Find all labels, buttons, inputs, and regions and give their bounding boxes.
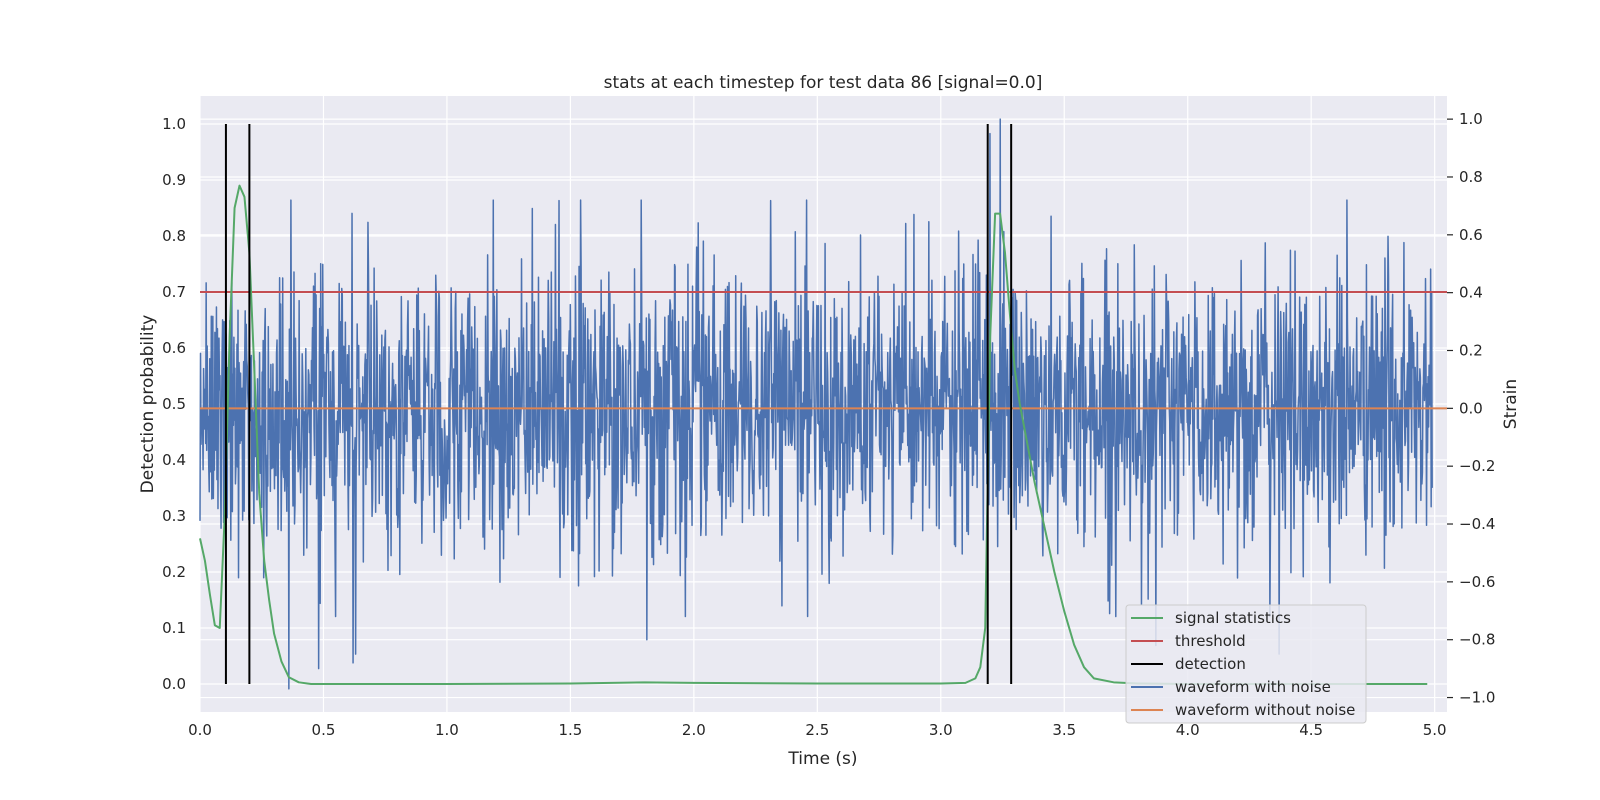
series-line-waveform-with-noise	[199, 118, 1433, 690]
y-tick-label: 0.1	[162, 619, 186, 637]
y-tick-label: 0.2	[162, 563, 186, 581]
x-tick-label: 1.0	[435, 721, 459, 739]
y2-tick-label: 0.0	[1459, 399, 1483, 417]
y-tick-label: 0.8	[162, 227, 186, 245]
y-tick-label: 0.7	[162, 283, 186, 301]
legend-label-threshold: threshold	[1175, 632, 1246, 650]
legend-label-waveform-without-noise: waveform without noise	[1175, 701, 1355, 719]
y-axis-label: Detection probability	[138, 315, 158, 494]
y2-tick-label: −0.6	[1459, 573, 1495, 591]
x-tick-label: 4.0	[1176, 721, 1200, 739]
legend-label-waveform-with-noise: waveform with noise	[1175, 678, 1331, 696]
y-tick-label: 0.3	[162, 507, 186, 525]
y2-tick-label: −0.2	[1459, 457, 1495, 475]
x-tick-label: 3.5	[1052, 721, 1076, 739]
x-tick-label: 4.5	[1299, 721, 1323, 739]
series-layer	[199, 118, 1447, 690]
x-axis-ticks: 0.0 0.5 1.0 1.5 2.0 2.5 3.0 3.5 4.0 4.5 5.0	[188, 721, 1447, 739]
y2-tick-label: 0.2	[1459, 341, 1483, 359]
series-line-signal-statistics	[199, 184, 1428, 685]
y-axis-ticks: 0.0 0.1 0.2 0.3 0.4 0.5 0.6 0.7 0.8 0.9 1.0	[162, 115, 186, 693]
chart-title: stats at each timestep for test data 86 …	[604, 73, 1043, 93]
y-tick-label: 1.0	[162, 115, 186, 133]
legend-label-signal-statistics: signal statistics	[1175, 609, 1291, 627]
x-tick-label: 0.5	[312, 721, 336, 739]
x-tick-label: 0.0	[188, 721, 212, 739]
x-tick-label: 2.5	[805, 721, 829, 739]
x-tick-label: 3.0	[929, 721, 953, 739]
x-tick-label: 5.0	[1423, 721, 1447, 739]
y-tick-label: 0.5	[162, 395, 186, 413]
y-tick-label: 0.6	[162, 339, 186, 357]
legend-label-detection: detection	[1175, 655, 1246, 673]
y2-tick-label: −0.8	[1459, 631, 1495, 649]
y2-tick-label: 0.8	[1459, 168, 1483, 186]
x-tick-label: 1.5	[558, 721, 582, 739]
y-tick-label: 0.9	[162, 171, 186, 189]
y2-axis-ticks: −1.0 −0.8 −0.6 −0.4 −0.2 0.0 0.2 0.4 0.6 0.8 1.0	[1447, 110, 1495, 707]
y-tick-label: 0.0	[162, 675, 186, 693]
y2-tick-label: −0.4	[1459, 515, 1495, 533]
legend: signal statistics threshold detection wa…	[1125, 604, 1367, 724]
y2-axis-label: Strain	[1501, 379, 1521, 429]
y2-tick-label: 0.6	[1459, 226, 1483, 244]
y2-tick-label: 1.0	[1459, 110, 1483, 128]
x-axis-label: Time (s)	[787, 749, 857, 769]
y2-tick-label: 0.4	[1459, 284, 1483, 302]
x-tick-label: 2.0	[682, 721, 706, 739]
legend-box	[1125, 604, 1367, 724]
y-tick-label: 0.4	[162, 451, 186, 469]
y2-tick-label: −1.0	[1459, 689, 1495, 707]
